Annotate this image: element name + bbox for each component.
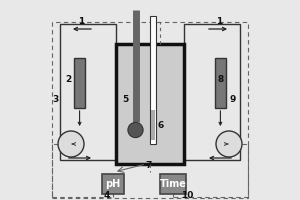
Bar [102, 174, 124, 194]
Text: pH: pH [105, 179, 121, 189]
Bar [74, 58, 85, 108]
Bar [150, 16, 156, 144]
Text: 2: 2 [65, 75, 71, 84]
Text: 4: 4 [104, 192, 110, 200]
Circle shape [216, 131, 242, 157]
Text: Time: Time [160, 179, 186, 189]
Circle shape [128, 122, 143, 138]
Bar [116, 44, 184, 164]
Text: 9: 9 [230, 96, 236, 104]
Text: 1: 1 [216, 18, 222, 26]
Bar [184, 24, 240, 160]
Bar [151, 110, 155, 140]
Bar [60, 24, 116, 160]
Text: 8: 8 [218, 75, 224, 84]
Text: 6: 6 [158, 121, 164, 130]
Text: 10: 10 [181, 192, 193, 200]
Text: 7: 7 [146, 160, 152, 170]
Text: 3: 3 [52, 96, 59, 104]
Bar [52, 22, 248, 198]
Text: 1: 1 [78, 18, 84, 26]
Bar [151, 140, 155, 144]
Text: 5: 5 [122, 96, 128, 104]
Bar [160, 174, 186, 194]
Circle shape [58, 131, 84, 157]
Bar [215, 58, 226, 108]
